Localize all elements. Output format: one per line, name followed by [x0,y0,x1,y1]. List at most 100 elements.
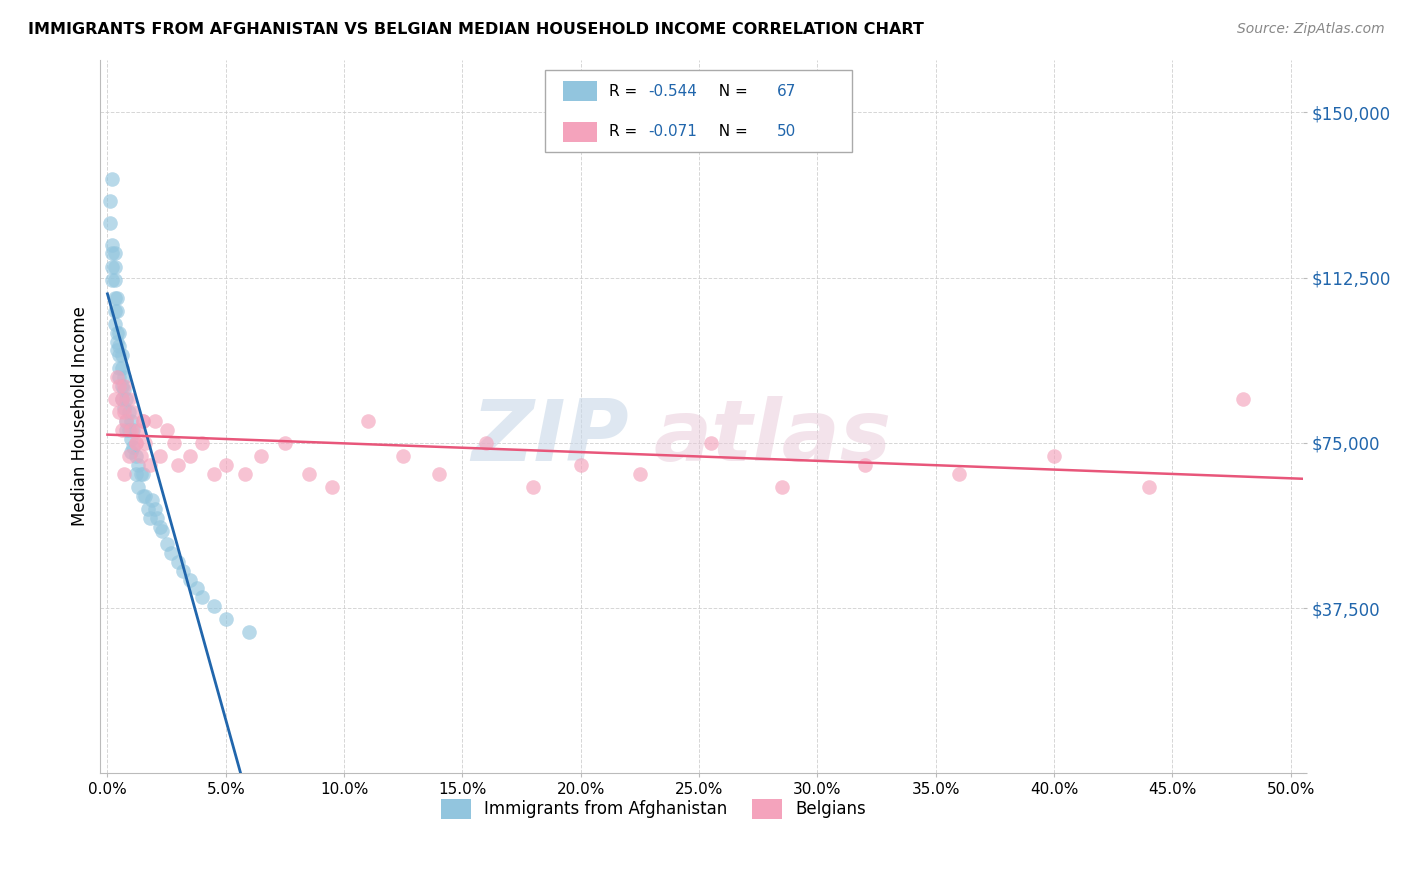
Point [103,392,125,406]
Point [202,599,225,613]
Point [108,378,131,392]
Point [569,458,592,472]
Point [111,392,134,406]
Point [628,467,651,481]
Point [139,511,162,525]
Point [120,432,142,446]
Text: 67: 67 [778,84,797,98]
Point [150,524,173,538]
Point [191,590,214,604]
Point [202,467,225,481]
Point [111,423,134,437]
Point [770,480,793,494]
Point [122,405,145,419]
Y-axis label: Median Household Income: Median Household Income [72,307,89,526]
Point [475,436,498,450]
Point [111,348,134,362]
Point [127,480,149,494]
Point [105,369,128,384]
Point [136,502,159,516]
Point [108,348,131,362]
Point [233,467,256,481]
Point [129,449,152,463]
Point [118,449,141,463]
Point [215,612,238,626]
Point [120,444,142,458]
Point [250,449,273,463]
Point [160,546,183,560]
Point [118,423,141,437]
Point [1137,480,1160,494]
Point [98,194,121,208]
Point [156,423,179,437]
Point [112,467,135,481]
Point [108,361,131,376]
Point [125,436,148,450]
Point [103,303,125,318]
Text: ZIP: ZIP [472,396,630,479]
Point [141,493,163,508]
Point [179,449,201,463]
Point [112,378,135,392]
Point [132,414,155,428]
Point [112,369,135,384]
Point [238,625,260,640]
Point [392,449,415,463]
Point [111,378,134,392]
Point [357,414,380,428]
Text: Source: ZipAtlas.com: Source: ZipAtlas.com [1237,22,1385,37]
Bar [564,81,598,101]
Point [115,414,138,428]
Point [127,423,149,437]
Point [115,423,138,437]
Point [129,467,152,481]
Legend: Immigrants from Afghanistan, Belgians: Immigrants from Afghanistan, Belgians [434,792,873,826]
Text: 50: 50 [778,124,796,139]
Point [98,216,121,230]
Point [118,392,141,406]
Text: IMMIGRANTS FROM AFGHANISTAN VS BELGIAN MEDIAN HOUSEHOLD INCOME CORRELATION CHART: IMMIGRANTS FROM AFGHANISTAN VS BELGIAN M… [28,22,924,37]
Point [103,260,125,274]
Point [108,405,131,419]
Point [122,423,145,437]
Bar [564,121,598,142]
Point [1232,392,1254,406]
Point [127,458,149,472]
FancyBboxPatch shape [546,70,852,153]
Point [143,502,166,516]
Point [134,489,156,503]
Point [167,555,190,569]
Point [103,273,125,287]
Text: atlas: atlas [654,396,891,479]
Point [143,414,166,428]
Point [156,537,179,551]
Point [101,246,124,260]
Point [522,480,544,494]
Point [108,369,131,384]
Point [148,449,170,463]
Point [948,467,970,481]
Point [103,291,125,305]
Point [139,458,162,472]
Point [274,436,297,450]
Point [179,573,201,587]
Point [101,260,124,274]
Point [103,246,125,260]
Point [215,458,238,472]
Point [132,414,155,428]
Point [115,414,138,428]
Point [112,383,135,397]
Point [103,317,125,331]
Point [105,334,128,349]
Point [122,441,145,455]
Point [112,401,135,415]
Point [186,582,208,596]
Point [146,511,169,525]
Point [108,326,131,340]
Point [132,467,155,481]
Point [108,339,131,353]
Point [125,449,148,463]
Point [297,467,319,481]
Text: R =: R = [609,84,643,98]
Point [120,423,142,437]
